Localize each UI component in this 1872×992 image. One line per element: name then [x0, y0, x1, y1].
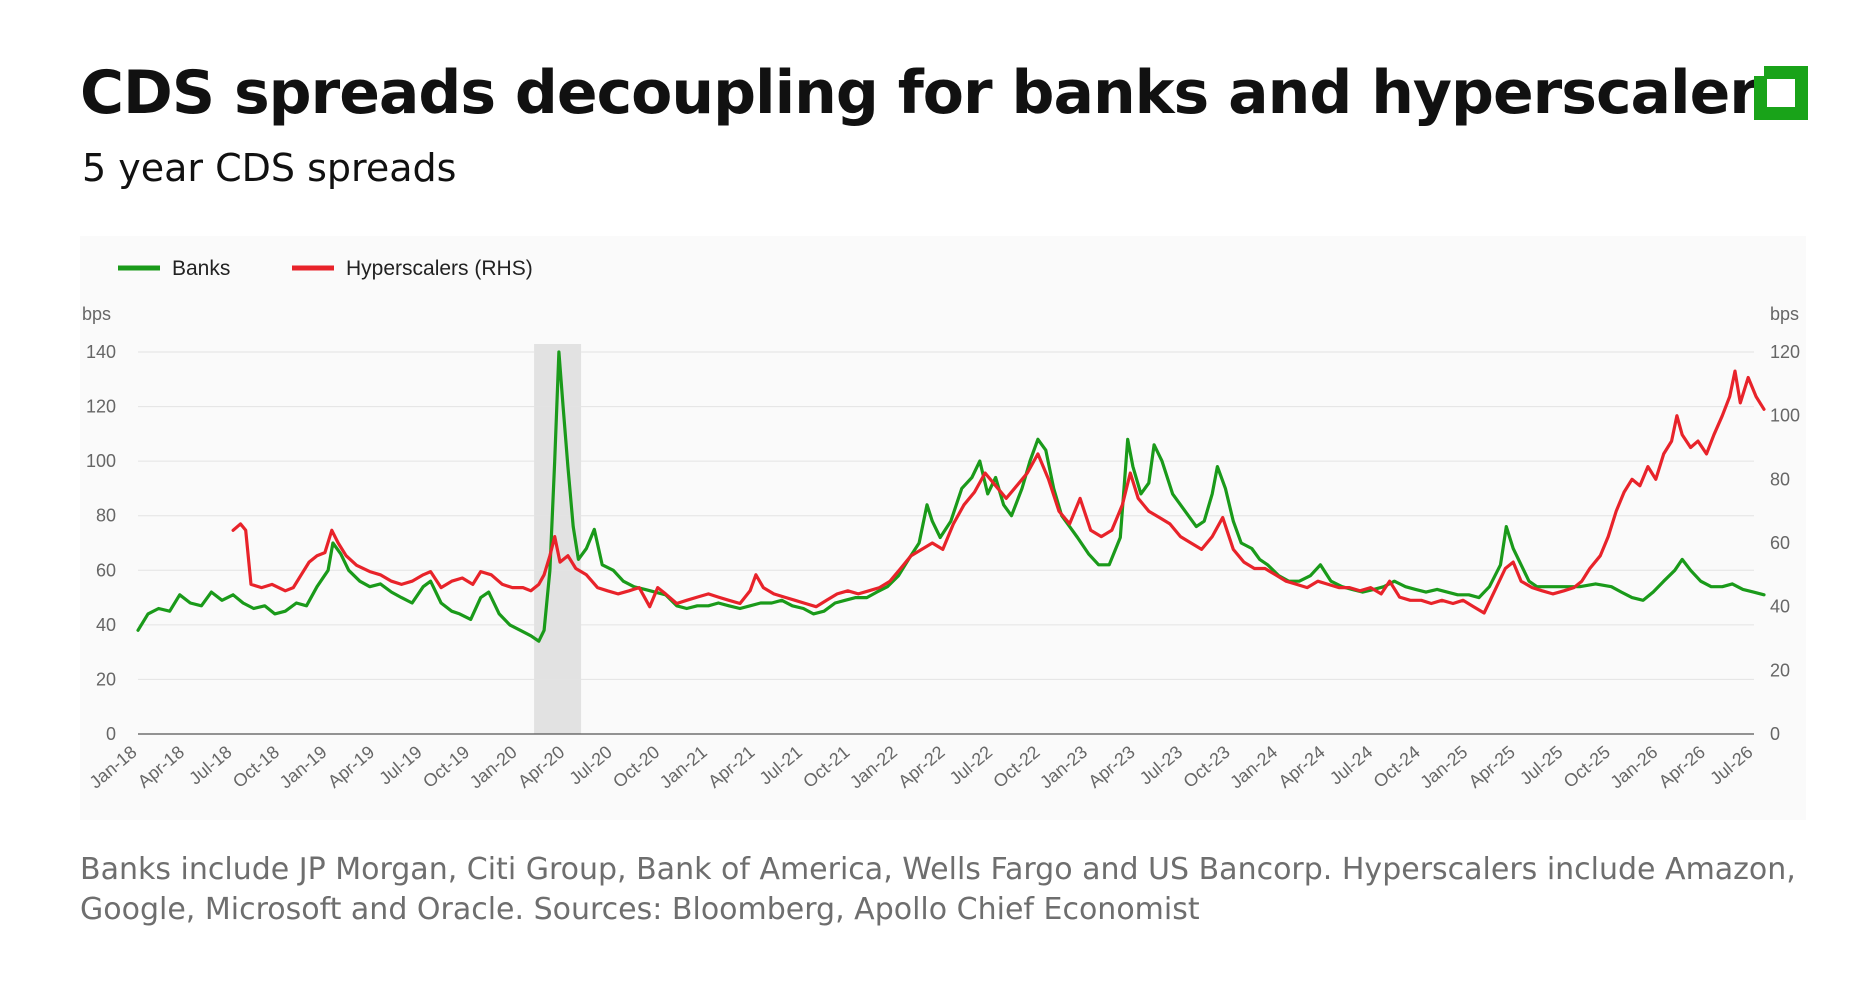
- left-tick-label: 100: [86, 451, 116, 471]
- x-tick-label: Jan-18: [86, 742, 141, 793]
- x-tick-label: Jan-22: [846, 742, 901, 793]
- right-tick-label: 100: [1770, 406, 1800, 426]
- x-tick-label: Jul-20: [565, 742, 615, 789]
- left-tick-label: 20: [96, 669, 116, 689]
- x-tick-label: Jul-22: [946, 742, 996, 789]
- x-tick-label: Apr-22: [894, 742, 948, 792]
- left-tick-label: 80: [96, 506, 116, 526]
- x-tick-label: Oct-20: [609, 742, 663, 792]
- x-tick-label: Jul-23: [1136, 742, 1186, 789]
- chart-area: 0 20 40 60 80 100 120 140 0 20 40 60 80 100 120 bps bps J…: [80, 236, 1806, 820]
- x-tick-label: Apr-21: [704, 742, 758, 792]
- right-tick-label: 0: [1770, 724, 1780, 744]
- x-tick-label: Oct-18: [229, 742, 283, 792]
- logo-notch: [1754, 66, 1764, 76]
- x-tick-label: Jul-26: [1706, 742, 1756, 789]
- left-tick-label: 140: [86, 342, 116, 362]
- line-chart: 0 20 40 60 80 100 120 140 0 20 40 60 80 100 120 bps bps J…: [82, 257, 1800, 793]
- x-tick-label: Jan-25: [1416, 742, 1471, 793]
- x-tick-label: Oct-22: [989, 742, 1043, 792]
- x-tick-label: Jan-21: [656, 742, 711, 793]
- footnote: Banks include JP Morgan, Citi Group, Ban…: [80, 852, 1796, 927]
- x-tick-label: Oct-24: [1370, 742, 1424, 792]
- left-tick-label: 40: [96, 615, 116, 635]
- series-line-banks: [136, 350, 1766, 643]
- x-tick-label: Apr-18: [134, 742, 188, 792]
- right-tick-label: 20: [1770, 660, 1790, 680]
- brand-square-icon: [1754, 66, 1808, 120]
- left-axis-label: bps: [82, 304, 111, 324]
- x-tick-label: Apr-19: [324, 742, 378, 792]
- x-tick-label: Jul-24: [1326, 742, 1376, 789]
- x-tick-label: Jul-21: [756, 742, 806, 789]
- right-tick-label: 80: [1770, 469, 1790, 489]
- left-tick-label: 0: [106, 724, 116, 744]
- series-line-hyperscalers: [231, 369, 1766, 615]
- right-axis-label: bps: [1770, 304, 1799, 324]
- x-tick-label: Jan-23: [1036, 742, 1091, 793]
- legend-label: Banks: [172, 257, 230, 280]
- left-tick-label: 60: [96, 560, 116, 580]
- x-tick-label: Apr-23: [1084, 742, 1138, 792]
- left-tick-label: 120: [86, 397, 116, 417]
- x-tick-label: Oct-21: [799, 742, 853, 792]
- x-tick-label: Apr-26: [1655, 742, 1709, 792]
- x-tick-label: Jan-19: [276, 742, 331, 793]
- x-tick-label: Oct-23: [1180, 742, 1234, 792]
- x-tick-label: Jul-18: [185, 742, 235, 789]
- chart-subtitle: 5 year CDS spreads: [82, 146, 457, 190]
- x-tick-label: Jan-26: [1606, 742, 1661, 793]
- x-tick-label: Jan-20: [466, 742, 521, 793]
- chart-title: CDS spreads decoupling for banks and hyp…: [80, 58, 1794, 128]
- x-tick-label: Jul-25: [1516, 742, 1566, 789]
- logo-inner: [1767, 79, 1795, 107]
- x-tick-label: Jul-19: [375, 742, 425, 789]
- x-tick-label: Apr-20: [514, 742, 568, 792]
- right-tick-label: 120: [1770, 342, 1800, 362]
- right-tick-label: 40: [1770, 597, 1790, 617]
- x-tick-label: Oct-25: [1560, 742, 1614, 792]
- x-tick-label: Jan-24: [1226, 742, 1281, 793]
- right-tick-label: 60: [1770, 533, 1790, 553]
- x-tick-label: Oct-19: [419, 742, 473, 792]
- x-tick-label: Apr-24: [1275, 742, 1329, 792]
- x-tick-label: Apr-25: [1465, 742, 1519, 792]
- legend-label: Hyperscalers (RHS): [346, 257, 533, 280]
